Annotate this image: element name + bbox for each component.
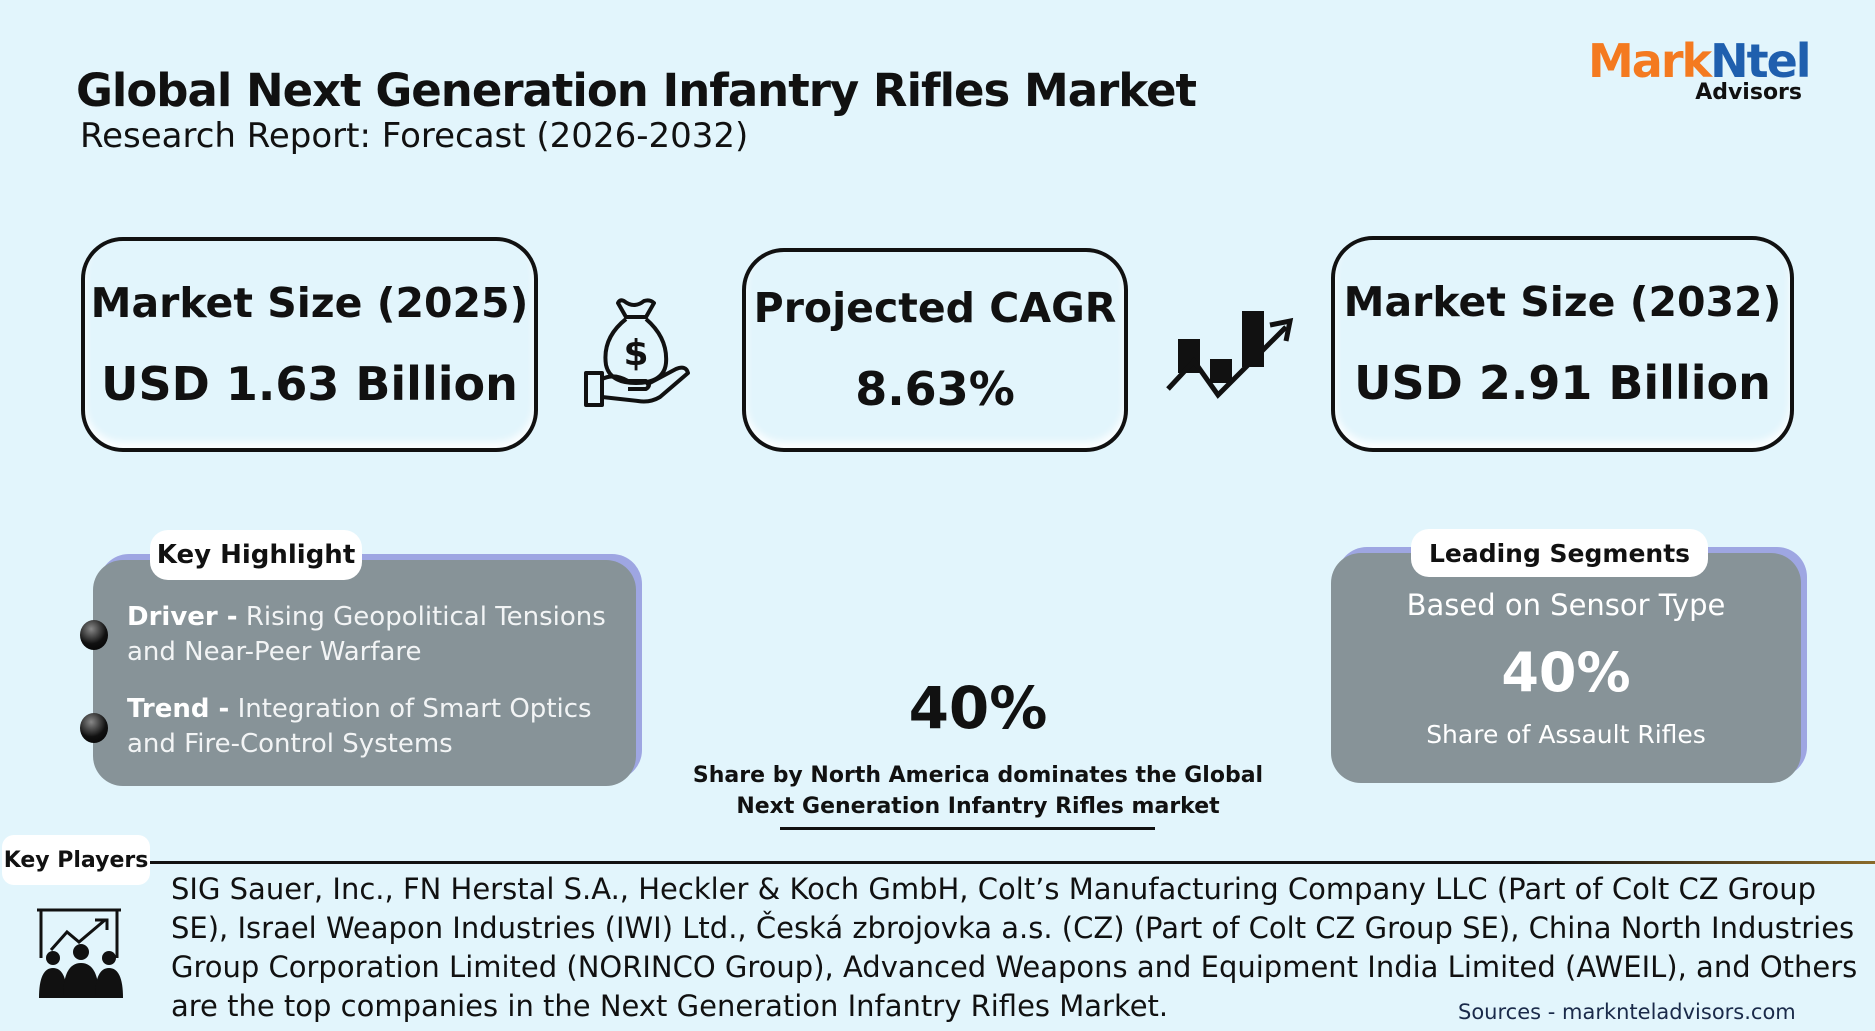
logo: MarkNtel Advisors — [1588, 38, 1812, 105]
region-underline — [780, 827, 1155, 830]
money-bag-hand-icon: $ — [584, 298, 690, 407]
sources-link[interactable]: Sources - marknteladvisors.com — [1458, 1000, 1796, 1024]
logo-mark: Mark — [1588, 34, 1712, 88]
segment-value: 40% — [1501, 641, 1631, 704]
region-line-1: Share by North America dominates the Glo… — [692, 763, 1264, 788]
svg-text:$: $ — [623, 333, 648, 374]
key-players-tag: Key Players — [2, 835, 150, 885]
trend-label: Trend - — [127, 694, 230, 724]
business-team-presentation-icon — [37, 908, 123, 998]
stat-value: USD 2.91 Billion — [1354, 356, 1771, 410]
key-highlight-panel: Driver - Rising Geopolitical Tensions an… — [93, 560, 636, 786]
bullet-icon — [80, 620, 108, 650]
stat-value: USD 1.63 Billion — [101, 356, 518, 411]
market-size-2032-card: Market Size (2032) USD 2.91 Billion — [1331, 236, 1794, 452]
region-line-2: Next Generation Infantry Rifles market — [736, 794, 1220, 819]
stat-value: 8.63% — [855, 362, 1015, 416]
key-players-divider — [150, 861, 1875, 864]
driver-item: Driver - Rising Geopolitical Tensions an… — [127, 600, 627, 670]
stat-label: Market Size (2032) — [1343, 278, 1782, 326]
page-title: Global Next Generation Infantry Rifles M… — [76, 64, 1197, 117]
leading-segments-tag: Leading Segments — [1411, 529, 1708, 577]
stat-label: Projected CAGR — [753, 284, 1117, 332]
leading-segments-panel: Based on Sensor Type 40% Share of Assaul… — [1331, 553, 1801, 783]
bullet-icon — [80, 713, 108, 743]
driver-text: Rising Geopolitical Tensions and Near-Pe… — [127, 602, 606, 667]
segment-caption: Share of Assault Rifles — [1426, 720, 1706, 749]
logo-advisors: Advisors — [1695, 80, 1802, 105]
region-share-text: Share by North America dominates the Glo… — [680, 760, 1276, 822]
driver-label: Driver - — [127, 602, 238, 632]
region-share-value: 40% — [908, 674, 1048, 742]
market-size-2025-card: Market Size (2025) USD 1.63 Billion — [81, 237, 538, 452]
key-players-text: SIG Sauer, Inc., FN Herstal S.A., Heckle… — [171, 872, 1858, 1023]
logo-ntel: Ntel — [1710, 34, 1811, 88]
trend-item: Trend - Integration of Smart Optics and … — [127, 692, 627, 762]
segment-basis: Based on Sensor Type — [1406, 588, 1726, 622]
page-subtitle: Research Report: Forecast (2026-2032) — [80, 116, 749, 156]
growth-chart-arrow-icon — [1166, 311, 1294, 399]
trend-text: Integration of Smart Optics and Fire-Con… — [127, 694, 592, 759]
stat-label: Market Size (2025) — [90, 278, 529, 327]
key-highlight-tag: Key Highlight — [150, 530, 362, 580]
projected-cagr-card: Projected CAGR 8.63% — [742, 248, 1128, 452]
